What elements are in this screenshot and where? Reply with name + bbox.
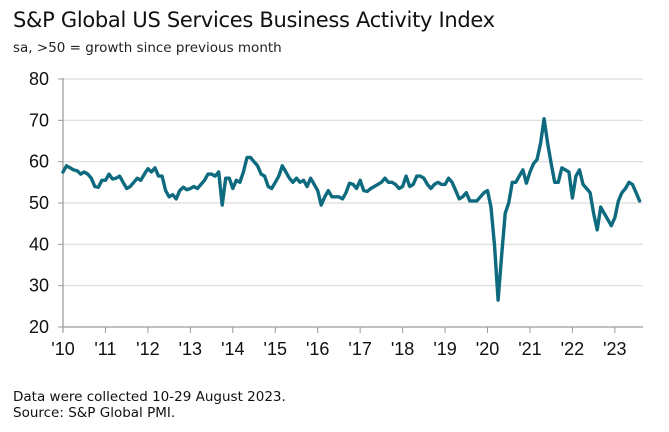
series-lines bbox=[61, 116, 642, 302]
gridlines bbox=[63, 78, 643, 287]
y-tick-label: 50 bbox=[29, 193, 49, 213]
x-tick-label: '15 bbox=[264, 339, 287, 359]
y-axis: 20 30 40 50 60 70 80 bbox=[29, 69, 64, 337]
y-tick-label: 80 bbox=[29, 69, 49, 89]
chart-title: S&P Global US Services Business Activity… bbox=[13, 8, 495, 32]
y-tick-label: 60 bbox=[29, 152, 49, 172]
x-tick-label: '16 bbox=[306, 339, 329, 359]
source-note: Source: S&P Global PMI. bbox=[13, 405, 176, 421]
y-tick-label: 30 bbox=[29, 276, 49, 296]
x-tick-label: '19 bbox=[433, 339, 456, 359]
x-tick-label: '23 bbox=[603, 339, 626, 359]
x-tick-label: '22 bbox=[561, 339, 584, 359]
data-collection-note: Data were collected 10-29 August 2023. bbox=[13, 389, 286, 405]
y-tick-label: 20 bbox=[29, 317, 49, 337]
x-tick-label: '20 bbox=[476, 339, 499, 359]
x-tick-label: '13 bbox=[179, 339, 202, 359]
series-line-0 bbox=[61, 116, 642, 302]
x-tick-label: '10 bbox=[51, 339, 74, 359]
x-tick-label: '14 bbox=[221, 339, 244, 359]
x-tick-label: '12 bbox=[136, 339, 159, 359]
x-tick-label: '11 bbox=[94, 339, 116, 359]
x-tick-label: '21 bbox=[518, 339, 541, 359]
x-axis: '10 '11 '12 '13 '14 '15 '16 '17 '18 '19 '20 '21 '22 '… bbox=[51, 326, 643, 359]
y-tick-label: 40 bbox=[29, 234, 49, 254]
x-tick-label: '18 bbox=[391, 339, 414, 359]
x-tick-label: '17 bbox=[348, 339, 371, 359]
chart-subtitle: sa, >50 = growth since previous month bbox=[13, 40, 282, 56]
y-tick-label: 70 bbox=[29, 110, 49, 130]
